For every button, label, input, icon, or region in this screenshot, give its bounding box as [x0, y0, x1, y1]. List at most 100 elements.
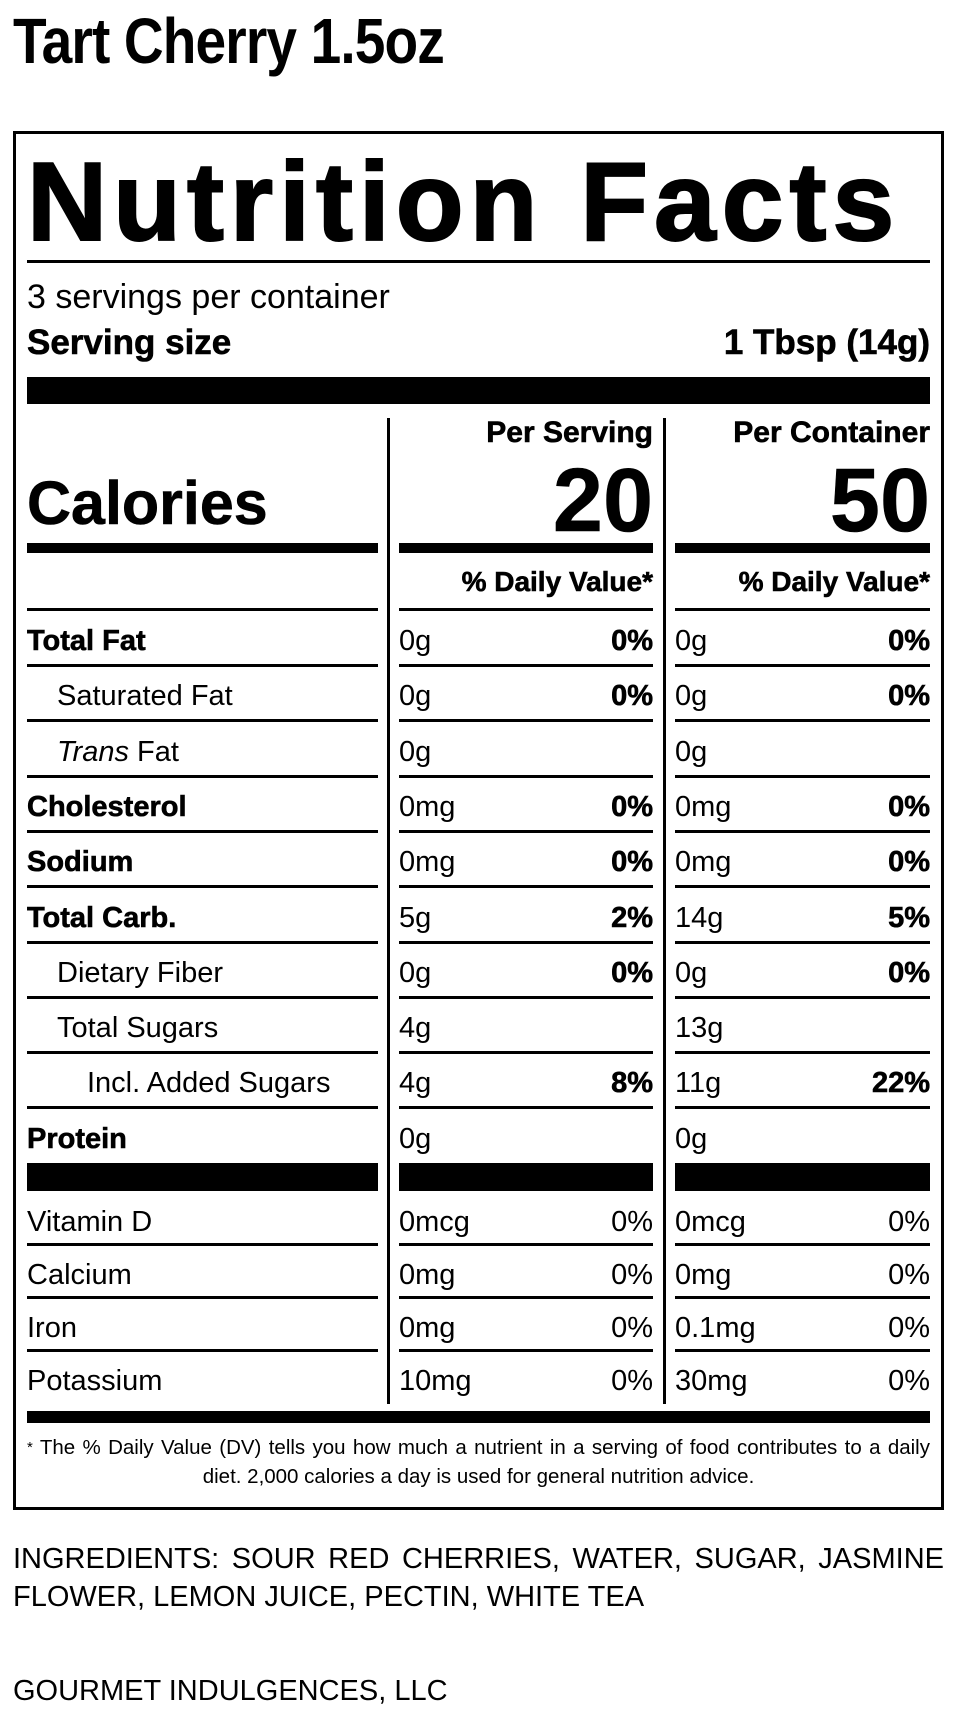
container-daily-value: 0%: [888, 1206, 930, 1238]
container-daily-value: [675, 722, 930, 777]
nutrient-name-text: Total Carb.: [27, 902, 177, 935]
divider: [27, 1051, 378, 1054]
divider: [27, 719, 378, 722]
serving-amount: 0g: [399, 1123, 432, 1155]
container-amount: 0g: [675, 736, 708, 768]
thick-divider: [675, 1163, 930, 1191]
divider: [675, 608, 930, 611]
thick-divider: [27, 1163, 378, 1191]
divider: [27, 885, 378, 888]
divider: [27, 1106, 378, 1109]
calories-bar: [675, 543, 930, 553]
per-container-header: Per Container: [733, 416, 930, 450]
serving-daily-value: 2%: [611, 902, 654, 935]
daily-value-header-container: % Daily Value*: [738, 566, 930, 598]
nutrient-name-text: Iron: [27, 1312, 77, 1344]
divider: [675, 1296, 930, 1299]
serving-daily-value: 0%: [611, 957, 654, 990]
container-amount: 0mcg: [675, 1206, 746, 1238]
divider: [399, 1243, 653, 1246]
container-daily-value: [675, 1109, 930, 1164]
container-daily-value: [675, 998, 930, 1053]
serving-amount: 0mg: [399, 1259, 456, 1291]
divider: [675, 1349, 930, 1352]
serving-amount: 4g: [399, 1012, 432, 1044]
nutrient-name-text: Incl. Added Sugars: [87, 1067, 331, 1099]
divider: [675, 941, 930, 944]
serving-amount: 0g: [399, 736, 432, 768]
container-amount: 0mg: [675, 1259, 732, 1291]
serving-size-value: 1 Tbsp (14g): [723, 323, 931, 363]
container-amount: 0g: [675, 625, 708, 657]
divider: [399, 719, 653, 722]
daily-value-header-serving: % Daily Value*: [461, 566, 653, 598]
container-amount: 11g: [675, 1067, 722, 1099]
divider: [675, 1051, 930, 1054]
serving-amount: 10mg: [399, 1365, 472, 1397]
divider: [399, 996, 653, 999]
serving-daily-value: 0%: [611, 680, 654, 713]
servings-per-container: 3 servings per container: [27, 278, 390, 316]
bottom-bar: [27, 1411, 930, 1423]
nutrient-name: Cholesterol: [27, 777, 187, 832]
divider: [27, 996, 378, 999]
divider: [675, 775, 930, 778]
divider: [27, 1243, 378, 1246]
calories-per-serving: 20: [552, 451, 654, 552]
divider: [399, 664, 653, 667]
serving-daily-value: 0%: [611, 1365, 653, 1397]
divider: [399, 885, 653, 888]
nutrient-name-text: Potassium: [27, 1365, 163, 1397]
nutrient-name-text: Dietary Fiber: [57, 957, 223, 989]
divider: [675, 1106, 930, 1109]
nutrient-name-italic: Trans: [57, 736, 129, 768]
container-daily-value: 5%: [888, 902, 931, 935]
serving-amount: 0g: [399, 680, 432, 712]
container-amount: 0mg: [675, 846, 732, 878]
divider: [27, 1349, 378, 1352]
serving-size-label: Serving size: [27, 323, 232, 363]
nutrient-name: Trans Fat: [57, 722, 179, 777]
divider: [675, 885, 930, 888]
nutrient-name-text: Total Sugars: [57, 1012, 219, 1044]
calories-bar: [27, 543, 378, 553]
serving-daily-value: 0%: [611, 846, 654, 879]
divider: [399, 1106, 653, 1109]
container-amount: 0.1mg: [675, 1312, 756, 1344]
divider: [399, 830, 653, 833]
container-amount: 0g: [675, 957, 708, 989]
container-daily-value: 0%: [888, 1259, 930, 1291]
nutrient-name-text: Cholesterol: [27, 791, 187, 824]
divider: [675, 996, 930, 999]
nutrient-name: Vitamin D: [27, 1193, 152, 1245]
container-daily-value: 0%: [888, 846, 931, 879]
divider: [27, 1296, 378, 1299]
divider: [399, 1349, 653, 1352]
column-divider: [387, 418, 390, 1404]
container-daily-value: 0%: [888, 625, 931, 658]
divider: [27, 260, 930, 263]
divider: [399, 775, 653, 778]
serving-amount: 0mg: [399, 1312, 456, 1344]
thick-divider: [27, 377, 930, 404]
nutrition-facts-heading: Nutrition Facts: [26, 140, 901, 264]
serving-amount: 4g: [399, 1067, 432, 1099]
nutrient-name: Protein: [27, 1109, 128, 1164]
serving-amount: 0mg: [399, 791, 456, 823]
ingredients: INGREDIENTS: SOUR RED CHERRIES, WATER, S…: [13, 1543, 944, 1613]
footnote-text: The % Daily Value (DV) tells you how muc…: [39, 1436, 930, 1488]
nutrient-name: Sodium: [27, 832, 134, 887]
nutrient-name: Calcium: [27, 1246, 132, 1298]
manufacturer: GOURMET INDULGENCES, LLC: [13, 1675, 448, 1707]
container-amount: 0mg: [675, 791, 732, 823]
calories-bar: [399, 543, 653, 553]
container-daily-value: 0%: [888, 1365, 930, 1397]
calories-label: Calories: [27, 469, 268, 538]
nutrient-name-text: Total Fat: [27, 625, 146, 658]
footnote: * The % Daily Value (DV) tells you how m…: [27, 1433, 930, 1491]
container-amount: 13g: [675, 1012, 724, 1044]
divider: [675, 664, 930, 667]
divider: [399, 1051, 653, 1054]
nutrient-name: Total Carb.: [27, 888, 177, 943]
thick-divider: [399, 1163, 653, 1191]
